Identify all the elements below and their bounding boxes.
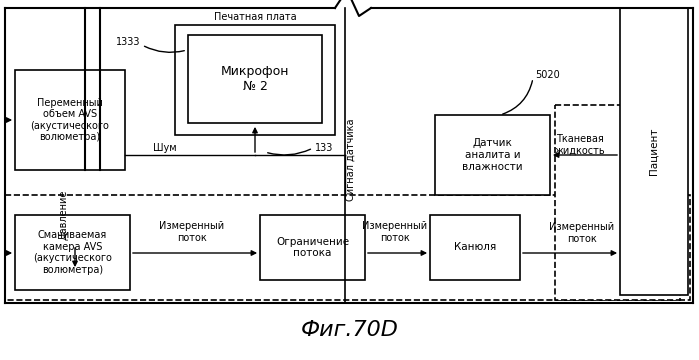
Text: Тканевая
жидкость: Тканевая жидкость <box>555 134 605 156</box>
Bar <box>5 195 690 300</box>
Text: Печатная плата: Печатная плата <box>214 12 296 22</box>
Text: 133: 133 <box>315 143 333 153</box>
Bar <box>555 105 680 300</box>
Text: Измеренный
поток: Измеренный поток <box>549 222 614 244</box>
Bar <box>435 115 550 195</box>
Text: Измеренный
поток: Измеренный поток <box>159 221 224 243</box>
Bar <box>15 70 125 170</box>
Text: Фиг.70D: Фиг.70D <box>301 320 399 340</box>
Text: Датчик
аналита и
влажности: Датчик аналита и влажности <box>462 138 523 172</box>
Text: Измеренный
поток: Измеренный поток <box>363 221 428 243</box>
Bar <box>175 25 335 135</box>
Bar <box>260 215 365 280</box>
Text: Шум: Шум <box>153 143 177 153</box>
Text: Переменный
объем AVS
(акустического
волюметра): Переменный объем AVS (акустического волю… <box>31 98 110 143</box>
Bar <box>188 35 322 123</box>
Bar <box>15 215 130 290</box>
Text: Ограничение
потока: Ограничение потока <box>276 237 349 258</box>
Text: 5020: 5020 <box>535 70 560 80</box>
Text: Канюля: Канюля <box>454 243 496 252</box>
Text: Давление: Давление <box>58 190 68 240</box>
Text: Микрофон
№ 2: Микрофон № 2 <box>221 65 289 93</box>
Bar <box>430 215 520 280</box>
Bar <box>620 8 688 295</box>
Text: 1333: 1333 <box>115 37 140 47</box>
Text: Сигнал датчика: Сигнал датчика <box>346 119 356 201</box>
Text: Пациент: Пациент <box>649 128 659 175</box>
Text: Смачиваемая
камера AVS
(акустического
волюметра): Смачиваемая камера AVS (акустического во… <box>33 230 112 275</box>
